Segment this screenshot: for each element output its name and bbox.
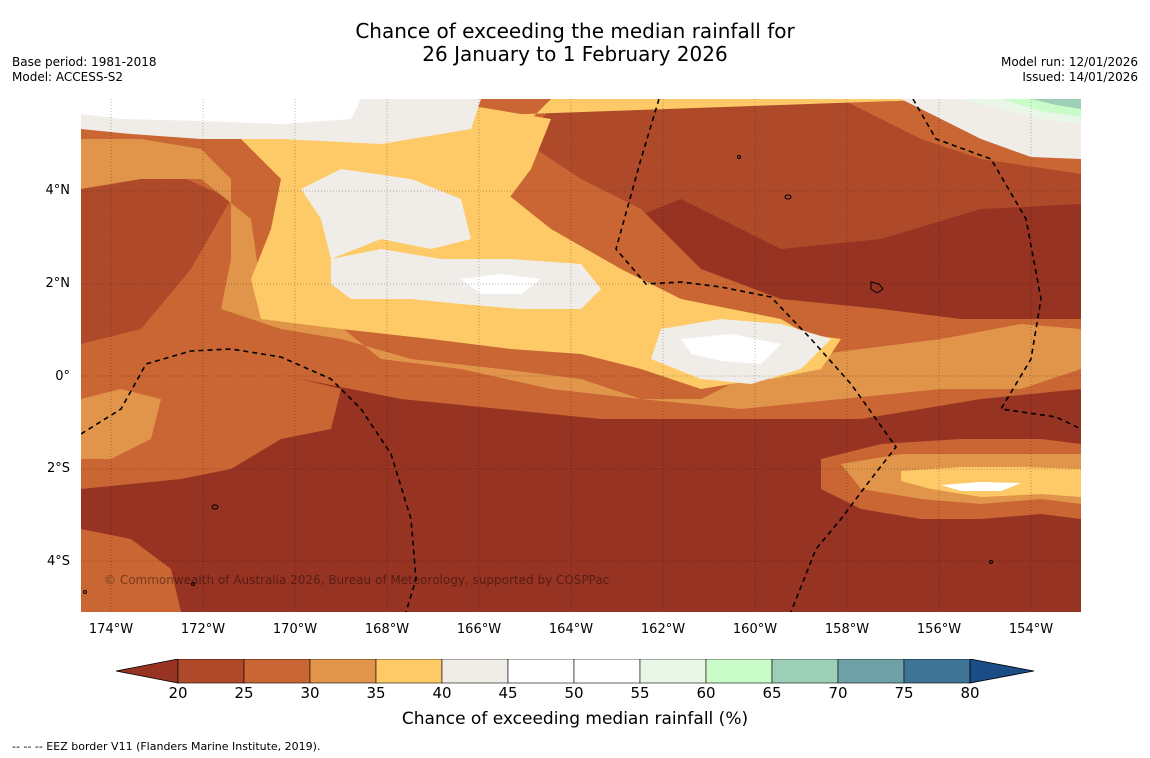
lon-label-172w: 172°W: [180, 622, 226, 637]
contour-70-topright: [1031, 99, 1081, 109]
island-3: [211, 504, 219, 510]
colorbar-segment-60: [705, 659, 773, 684]
lon-label-162w: 162°W: [640, 622, 686, 637]
lat-label-0: 0°: [55, 369, 70, 384]
contour-30-west: [81, 339, 341, 489]
contour-45-west: [301, 169, 471, 259]
eez-border-2: [615, 99, 897, 612]
colorbar-tick-75: 75: [894, 684, 914, 702]
island-5: [737, 155, 741, 159]
lon-label-164w: 164°W: [548, 622, 594, 637]
copyright-notice: © Commonwealth of Australia 2026, Bureau…: [104, 573, 610, 587]
island-1: [784, 194, 792, 200]
title-line-1: Chance of exceeding the median rainfall …: [355, 19, 795, 43]
lat-label-2s: 2°S: [46, 461, 70, 476]
lon-label-156w: 156°W: [916, 622, 962, 637]
island-4: [191, 582, 195, 586]
colorbar-tick-60: 60: [696, 684, 716, 702]
lon-label-154w: 154°W: [1008, 622, 1054, 637]
colorbar-segment-65: [771, 659, 839, 684]
model-name: Model: ACCESS-S2: [12, 70, 124, 84]
colorbar-tick-45: 45: [498, 684, 518, 702]
contour-35-west: [81, 389, 161, 459]
lon-label-160w: 160°W: [732, 622, 778, 637]
eez-legend-note: -- -- -- EEZ border V11 (Flanders Marine…: [12, 740, 321, 753]
island-2: [870, 281, 884, 294]
colorbar-tick-55: 55: [630, 684, 650, 702]
eez-border-1: [81, 348, 417, 612]
contour-50-east: [681, 334, 781, 364]
island-7: [83, 590, 87, 594]
lat-label-4s: 4°S: [46, 554, 70, 569]
colorbar-tick-25: 25: [234, 684, 254, 702]
contour-40-mid: [261, 104, 841, 379]
contour-50-top: [81, 99, 361, 124]
colorbar-segment-70: [837, 659, 905, 684]
lat-label-4n: 4°N: [45, 183, 71, 198]
lon-label-166w: 166°W: [456, 622, 502, 637]
lon-label-170w: 170°W: [272, 622, 318, 637]
contour-40-southeast: [901, 467, 1081, 497]
colorbar-segment-35: [375, 659, 443, 684]
colorbar-segment-20: [177, 659, 245, 684]
colorbar-tick-35: 35: [366, 684, 386, 702]
issued-date: Issued: 14/01/2026: [1022, 70, 1138, 84]
colorbar-tick-80: 80: [960, 684, 980, 702]
colorbar: [116, 659, 1035, 684]
colorbar-segment-30: [309, 659, 377, 684]
base-period: Base period: 1981-2018: [12, 55, 157, 69]
colorbar-segment-55: [639, 659, 707, 684]
colorbar-tick-40: 40: [432, 684, 452, 702]
island-6: [989, 560, 993, 564]
colorbar-tick-20: 20: [168, 684, 188, 702]
meta-left: Base period: 1981-2018 Model: ACCESS-S2: [12, 55, 157, 85]
colorbar-title: Chance of exceeding median rainfall (%): [401, 709, 749, 729]
map-title: Chance of exceeding the median rainfall …: [0, 20, 1150, 66]
islands: [83, 155, 993, 594]
colorbar-segment-50: [573, 659, 641, 684]
lat-label-2n: 2°N: [45, 276, 71, 291]
contour-35: [81, 139, 1081, 409]
model-run: Model run: 12/01/2026: [1000, 55, 1138, 69]
contour-45-southeast: [941, 482, 1021, 491]
contour-30-southwest: [81, 529, 181, 612]
lon-label-174w: 174°W: [88, 622, 134, 637]
meta-right: Model run: 12/01/2026 Issued: 14/01/2026: [1001, 55, 1138, 85]
colorbar-tick-50: 50: [564, 684, 584, 702]
colorbar-segment-45: [507, 659, 575, 684]
colorbar-segment-25: [243, 659, 311, 684]
lon-label-158w: 158°W: [824, 622, 870, 637]
colorbar-segment-75: [903, 659, 971, 684]
colorbar-tick-65: 65: [762, 684, 782, 702]
rainfall-contours: [81, 99, 1081, 612]
colorbar-tick-30: 30: [300, 684, 320, 702]
colorbar-low-arrow: [116, 659, 179, 684]
colorbar-tick-70: 70: [828, 684, 848, 702]
eez-borders: [81, 99, 1081, 612]
eez-border-3: [912, 99, 1081, 430]
title-line-2: 26 January to 1 February 2026: [422, 42, 728, 66]
colorbar-high-arrow: [969, 659, 1035, 684]
colorbar-segment-40: [441, 659, 509, 684]
lon-label-168w: 168°W: [364, 622, 410, 637]
rainfall-map: © Commonwealth of Australia 2026, Bureau…: [81, 99, 1081, 612]
